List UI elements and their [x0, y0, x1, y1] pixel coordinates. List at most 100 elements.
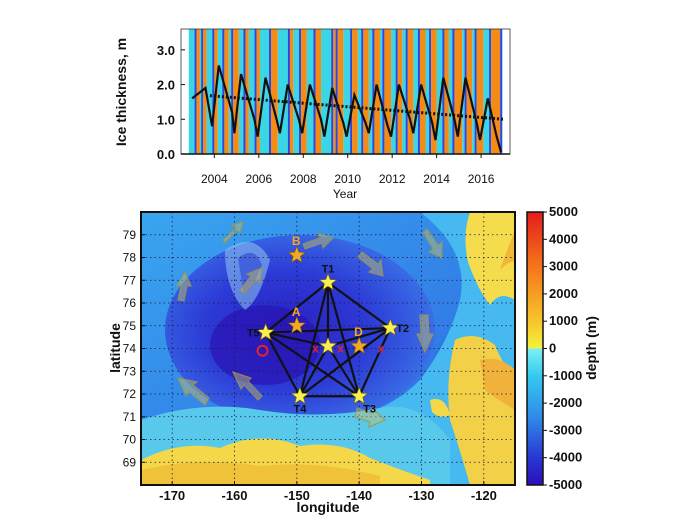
ice-band — [357, 29, 364, 154]
site-star — [287, 245, 307, 264]
y-tick-labels: 0.0 1.0 2.0 3.0 — [157, 43, 185, 162]
ice-band — [472, 29, 477, 154]
mooring-array: x x x B A D T1 T2 T3 T4 T5 — [247, 234, 409, 415]
site-mark-x: x — [337, 342, 344, 356]
longitude-tick-label: -160 — [221, 488, 247, 503]
open-water-band — [384, 29, 392, 154]
mooring-label: T4 — [294, 403, 308, 415]
ice-band-edge — [372, 29, 375, 154]
x-axis-label-longitude: longitude — [297, 499, 360, 515]
ice-thickness-chart: 0.0 1.0 2.0 3.0 2004 2006 2008 2010 2012 2014 201… — [113, 28, 511, 201]
open-water-band — [301, 29, 307, 154]
y-tick-label: 0.0 — [157, 147, 175, 162]
x-tick-label: 2014 — [423, 172, 450, 186]
ice-band — [402, 29, 408, 154]
ice-band-edge — [464, 29, 467, 154]
site-label: B — [292, 234, 301, 248]
acoustic-path — [327, 281, 391, 329]
ice-band-edge — [395, 29, 398, 154]
latitude-tick-label: 75 — [123, 319, 137, 333]
ice-band-edge — [222, 29, 225, 154]
acoustic-path — [264, 281, 329, 334]
ice-band-edge — [243, 29, 246, 154]
mooring-star — [380, 318, 400, 336]
bathymetry-map: x x x B A D T1 T2 T3 T4 T5 -170 -160 -150 -140 -130 -12… — [107, 211, 516, 515]
site-label: A — [292, 305, 301, 319]
colorbar-tick-label: -1000 — [549, 368, 582, 383]
colorbar-tick-label: 0 — [549, 341, 556, 356]
longitude-tick-label: -150 — [284, 488, 310, 503]
open-water-band — [233, 29, 239, 154]
mooring-star — [318, 272, 338, 291]
mooring-label: T1 — [322, 264, 335, 276]
ice-band — [228, 29, 234, 154]
ice-band — [248, 29, 257, 154]
mooring-label: T5 — [247, 328, 260, 340]
site-mark-x: x — [378, 342, 385, 356]
latitude-tick-label: 79 — [123, 228, 137, 242]
acoustic-path — [327, 345, 361, 397]
mooring-label: T2 — [396, 323, 409, 335]
ice-band-edge — [489, 29, 492, 154]
acoustic-path — [298, 282, 330, 397]
ice-band — [188, 29, 197, 154]
x-tick-label: 2008 — [290, 172, 317, 186]
ice-band-edge — [231, 29, 234, 154]
ice-band-edge — [313, 29, 316, 154]
ice-band-edge — [500, 29, 503, 154]
acoustic-path — [265, 331, 329, 348]
open-water-band — [476, 29, 484, 154]
latitude-tick-label: 77 — [123, 273, 137, 287]
ice-band — [206, 29, 215, 154]
open-water-band — [203, 29, 207, 154]
ice-band — [368, 29, 375, 154]
colorbar-label: depth (m) — [583, 316, 599, 380]
open-water-band — [431, 29, 437, 154]
y-tick-label: 3.0 — [157, 43, 175, 58]
open-water-band — [374, 29, 380, 154]
x-tick-label: 2004 — [201, 172, 228, 186]
colorbar-tick-label: -2000 — [549, 395, 582, 410]
open-water-band — [315, 29, 322, 154]
y-tick-label: 1.0 — [157, 112, 175, 127]
x-tick-label: 2012 — [379, 172, 406, 186]
ice-band-edge — [254, 29, 257, 154]
x-tick-labels: 2004 2006 2008 2010 2012 2014 2016 — [201, 154, 495, 186]
acoustic-path — [298, 345, 329, 397]
latitude-tick-label: 74 — [123, 342, 137, 356]
ice-band-edge — [382, 29, 385, 154]
acoustic-path — [265, 331, 360, 398]
open-water-band — [256, 29, 260, 154]
x-tick-label: 2016 — [468, 172, 495, 186]
colorbar-tick-label: 3000 — [549, 259, 578, 274]
colorbar-tick-label: -4000 — [549, 450, 582, 465]
acoustic-path — [358, 327, 392, 397]
ice-band-edge — [212, 29, 215, 154]
ice-band-edge — [474, 29, 477, 154]
ice-thickness-line — [191, 65, 503, 153]
ice-band — [379, 29, 385, 154]
longitude-tick-label: -130 — [408, 488, 434, 503]
latitude-tick-label: 78 — [123, 251, 137, 265]
colorbar-tick-label: 1000 — [549, 313, 578, 328]
open-water-band — [271, 29, 278, 154]
ice-band-edge — [405, 29, 408, 154]
longitude-tick-label: -140 — [346, 488, 372, 503]
open-water-band — [407, 29, 414, 154]
x-tick-label: 2006 — [245, 172, 272, 186]
mooring-label: T3 — [363, 403, 376, 415]
acoustic-path — [299, 327, 391, 398]
ice-band-edge — [194, 29, 197, 154]
open-water-band — [454, 29, 463, 154]
latitude-tick-label: 70 — [123, 433, 137, 447]
site-mark-x: x — [312, 342, 319, 356]
ice-band — [425, 29, 432, 154]
site-star — [287, 315, 307, 334]
mooring-star — [318, 336, 338, 355]
mooring-star — [349, 386, 369, 405]
latitude-tick-label: 73 — [123, 364, 137, 378]
y-tick-label: 2.0 — [157, 78, 175, 93]
colorbar-tick-labels: 5000 4000 3000 2000 1000 0 -1000 -2000 -3000 -400… — [543, 204, 582, 492]
colorbar-tick-label: 4000 — [549, 231, 578, 246]
ice-band-edge — [442, 29, 445, 154]
